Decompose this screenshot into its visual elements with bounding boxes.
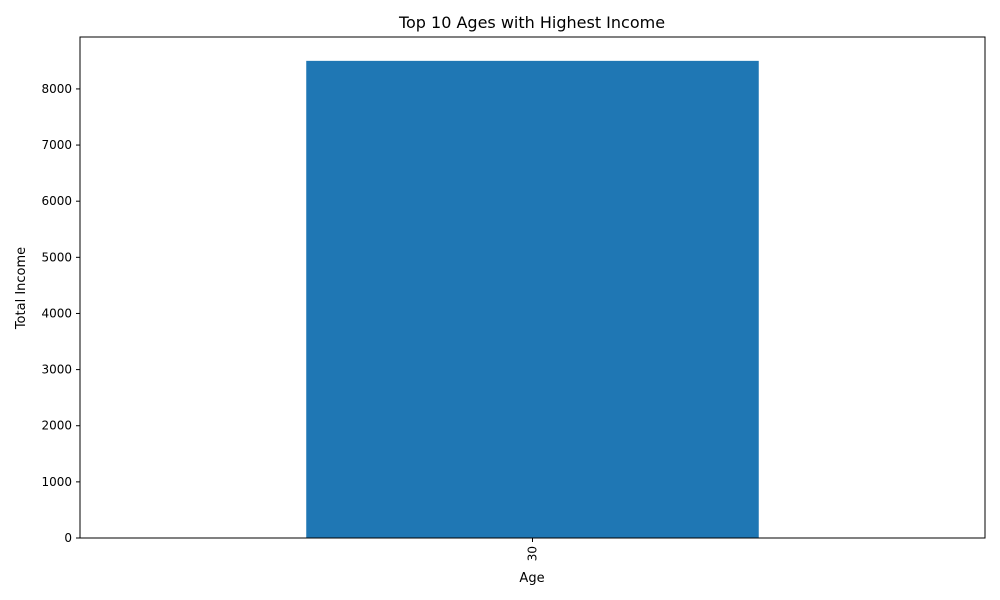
y-tick-label: 2000 (41, 419, 72, 433)
y-tick-label: 1000 (41, 475, 72, 489)
x-axis-label: Age (519, 571, 544, 586)
bar-30 (306, 60, 759, 538)
y-tick-label: 5000 (41, 250, 72, 264)
y-axis-label: Total Income (14, 247, 29, 330)
y-tick-label: 0 (64, 531, 72, 545)
y-tick-label: 4000 (41, 306, 72, 320)
plot-area: 30 0 1000 2000 3000 4000 5000 6000 7000 8000 (41, 36, 986, 561)
y-tick-label: 7000 (41, 138, 72, 152)
x-tick-label: 30 (526, 546, 540, 561)
y-tick-label: 3000 (41, 363, 72, 377)
y-tick-label: 6000 (41, 194, 72, 208)
axes-frame (79, 36, 986, 539)
chart-title: Top 10 Ages with Highest Income (398, 13, 665, 32)
y-tick-label: 8000 (41, 82, 72, 96)
